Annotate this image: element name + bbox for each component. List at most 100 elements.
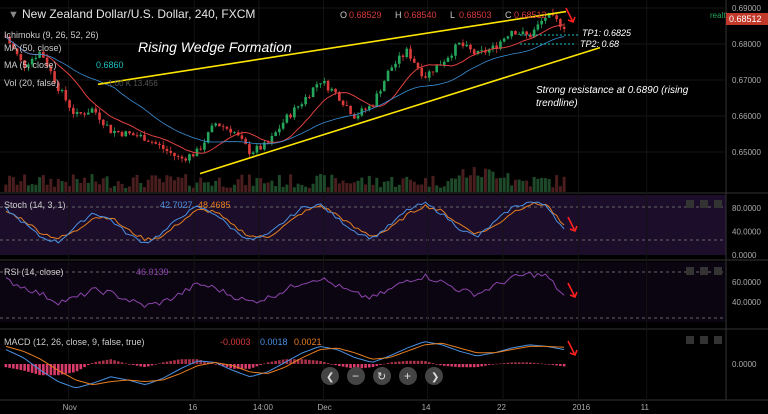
stoch-d-line [5,202,565,242]
macd-histogram-bar [105,359,109,364]
rsi-label[interactable]: RSI (14, close) [4,267,64,277]
volume-bar [210,185,214,192]
bearish-arrow-icon [567,216,576,232]
macd-histogram-bar [34,364,38,374]
reset-button[interactable] [373,367,391,385]
macd-histogram-bar [394,361,397,364]
macd-histogram-bar [360,364,364,369]
macd-histogram-bar [229,364,232,369]
candle-body [27,64,30,68]
macd-histogram-bar [364,364,367,368]
macd-histogram-bar [86,364,90,366]
candle-body [364,108,367,110]
macd-histogram-bar [484,364,487,366]
volume-bar [169,176,173,192]
maximize-icon[interactable] [714,267,722,275]
zoom-in-icon: + [404,369,411,383]
candle-body [540,20,543,25]
volume-bar [75,179,79,192]
volume-bar [487,169,491,192]
volume-label[interactable]: Vol (20, false) [4,78,59,88]
macd-label[interactable]: MACD (12, 26, close, 9, false, true) [4,337,145,347]
macd-histogram-bar [60,364,64,375]
volume-bar [465,177,469,192]
macd-histogram-bar [210,363,214,364]
candle-body [442,61,446,65]
time-tick-label: 16 [188,403,197,412]
time-tick-label: 11 [641,403,650,412]
macd-histogram-bar [555,364,558,366]
candle-body [176,156,180,157]
macd-histogram-bar [427,362,431,364]
macd-histogram-bar [180,359,184,364]
macd-histogram-bar [154,364,158,365]
volume-bar [517,179,521,192]
maximize-icon[interactable] [714,336,722,344]
zoom-out-button[interactable] [347,367,365,385]
candle-body [349,105,352,115]
macd-histogram-bar [457,364,461,368]
candle-body [274,132,277,136]
wedge-lower-trendline[interactable] [199,46,601,175]
candle-body [431,71,435,73]
candle-body [296,106,300,108]
macd-histogram-bar [49,364,53,376]
candle-body [34,57,38,59]
volume-bar [349,183,353,192]
macd-histogram-bar [472,364,476,368]
macd-histogram-bar [79,364,83,370]
volume-bar [543,178,547,192]
candle-body [311,87,315,98]
macd-line [5,341,565,389]
macd-histogram-bar [158,363,161,364]
candle-body [427,71,431,78]
volume-bar [427,186,431,192]
volume-bar [334,178,338,192]
volume-bar [315,175,319,192]
volume-bar [442,186,446,192]
candle-body [521,31,525,35]
candle-body [304,97,307,105]
ma50-label[interactable]: MA (50, close) [4,43,62,53]
candle-body [326,80,330,91]
macd-histogram-bar [397,361,401,364]
candle-body [562,26,566,30]
macd-histogram-bar [439,364,442,366]
collapse-icon[interactable]: ▼ [8,9,19,21]
candle-body [319,83,322,85]
move-up-icon[interactable] [686,267,694,275]
scroll-right-button[interactable] [425,367,443,385]
maximize-icon[interactable] [714,200,722,208]
move-up-icon[interactable] [686,200,694,208]
volume-bar [161,182,165,192]
macd-histogram-bar [529,362,532,364]
candle-body [559,19,562,27]
move-down-icon[interactable] [700,267,708,275]
candle-body [199,148,203,150]
candle-body [113,130,116,134]
macd-histogram-bar [263,363,266,365]
candle-body [251,152,255,155]
ohlc-label: L [450,10,455,20]
scroll-left-button[interactable] [321,367,339,385]
macd-histogram-bar [379,364,382,365]
volume-bar [232,184,236,192]
move-up-icon[interactable] [686,336,694,344]
move-down-icon[interactable] [700,336,708,344]
stoch-label[interactable]: Stoch (14, 3, 1) [4,200,66,210]
stoch-k-value: 42.7027 [160,200,193,210]
candle-body [555,15,558,20]
zoom-in-button[interactable] [399,367,417,385]
macd-histogram-bar [131,364,135,365]
ichimoku-label[interactable]: Ichimoku (9, 26, 52, 26) [4,30,99,40]
macd-histogram-bar [476,364,480,368]
candle-body [161,145,165,149]
ma5-label[interactable]: MA (5, close) [4,60,57,70]
macd-histogram-bar [431,363,435,364]
macd-histogram-bar [514,362,517,364]
macd-histogram-bar [424,361,427,364]
candle-body [390,67,394,71]
macd-histogram-bar [349,364,352,369]
wedge-upper-trendline[interactable] [97,10,567,86]
move-down-icon[interactable] [700,200,708,208]
